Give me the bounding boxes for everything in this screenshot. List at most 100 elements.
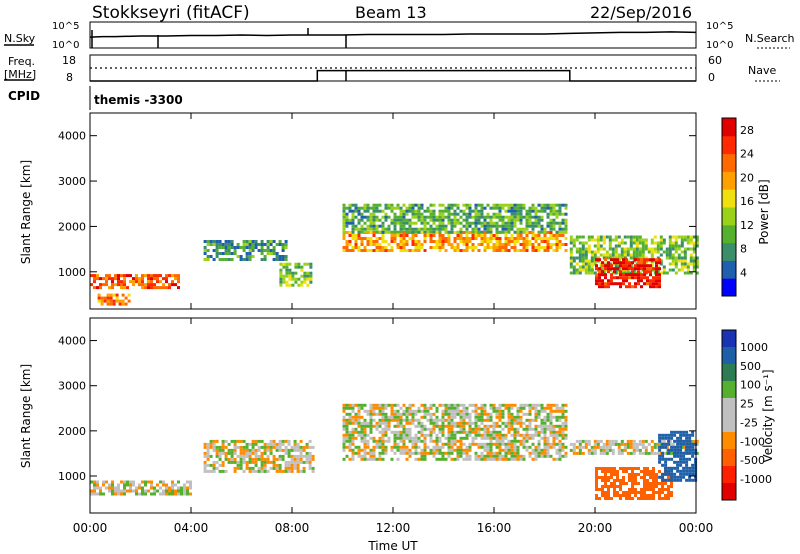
power-cells-cell [396, 243, 400, 246]
power-cells-cell [168, 286, 171, 290]
power-cells-cell [637, 264, 640, 268]
vel-cells-cell [522, 421, 526, 425]
power-cells-cell [608, 235, 612, 239]
vel-cells-cell [414, 451, 418, 455]
vel-cells-cell [575, 445, 579, 449]
vel-cells-cell [408, 430, 412, 434]
vel-cells-cell [233, 466, 237, 470]
vel-cells-cell [643, 467, 646, 470]
power-cells-cell [453, 221, 457, 225]
power-cells-cell [674, 256, 678, 260]
vel-cells-cell [141, 486, 144, 490]
power-cells-cell [522, 203, 526, 207]
power-cells-cell [426, 221, 430, 225]
power-cells-cell [423, 221, 427, 225]
vel-cells-cell [673, 430, 677, 434]
power-cells-cell [555, 234, 559, 237]
vel-cells-cell [676, 469, 680, 473]
power-cells-cell [245, 252, 249, 255]
vel-cells-cell [411, 403, 415, 407]
power-cells-cell [655, 264, 658, 268]
vel-cells-cell [405, 409, 409, 413]
vel-cells-cell [357, 448, 361, 452]
power-cells-cell [408, 209, 412, 213]
vel-cells-cell [123, 480, 126, 484]
power-cells-cell [598, 267, 601, 271]
vel-cells-cell [384, 415, 388, 419]
power-cells-cell [602, 238, 606, 242]
vel-cells-cell [411, 418, 415, 422]
power-cells-cell [689, 256, 693, 260]
power-cells-cell [513, 224, 517, 228]
vel-cells-cell [447, 418, 451, 422]
vel-cells-cell [351, 415, 355, 419]
vel-cells-cell [605, 448, 609, 452]
power-cells-cell [118, 302, 122, 306]
vel-cells-cell [299, 469, 303, 473]
vel-cells-cell [387, 418, 391, 422]
power-cells-cell [549, 221, 553, 225]
vel-cells-cell [625, 494, 628, 497]
power-cells-cell [635, 238, 639, 242]
power-cells-cell [203, 249, 207, 252]
vel-cells-cell [369, 424, 373, 428]
power-cells-cell [631, 285, 634, 289]
vel-cells-cell [641, 442, 645, 446]
power-cells-cell [375, 243, 379, 246]
vel-cells-cell [453, 403, 457, 407]
vel-cells-cell [595, 485, 598, 488]
power-cells-cell [441, 203, 445, 207]
vel-cells-cell [417, 409, 421, 413]
vel-cells-cell [608, 439, 612, 443]
vel-cells-cell [555, 457, 559, 461]
vel-cells-cell [510, 433, 514, 437]
vel-cells-cell [438, 403, 442, 407]
vel-cells-cell [631, 470, 634, 473]
power-cells-cell [230, 240, 234, 243]
vel-cells-cell [263, 463, 267, 467]
vel-cells-cell [664, 466, 668, 470]
vel-cells-cell [604, 494, 607, 497]
vel-cells-cell [619, 467, 622, 470]
power-cells-cell [447, 218, 451, 222]
vel-cells-cell [637, 482, 640, 485]
power-cells-cell [531, 237, 535, 240]
vel-cells-cell [396, 457, 400, 461]
vel-cells-cell [281, 442, 285, 446]
vel-cells-cell [691, 466, 695, 470]
vel-cells-cell [513, 448, 517, 452]
power-cells-cell [480, 203, 484, 207]
power-cells-cell [441, 212, 445, 216]
power-colorbar-tick: 12 [740, 219, 754, 232]
vel-cells-cell [408, 439, 412, 443]
vel-cells-cell [474, 409, 478, 413]
vel-cells-cell [171, 480, 174, 484]
power-cells-cell [537, 215, 541, 219]
vel-cells-cell [495, 415, 499, 419]
power-cells-cell [590, 271, 594, 275]
vel-cells-cell [423, 451, 427, 455]
vel-cells-cell [673, 445, 677, 449]
power-cells-cell [435, 240, 439, 243]
vel-cells-cell [489, 433, 493, 437]
vel-cells-cell [676, 445, 680, 449]
vel-cells-cell [363, 418, 367, 422]
power-cells-cell [531, 206, 535, 210]
power-cells-cell [465, 215, 469, 219]
vel-cells-cell [555, 433, 559, 437]
power-cells-cell [569, 247, 573, 251]
vel-cells-cell [661, 433, 665, 437]
power-cells-cell [561, 218, 565, 222]
vel-cells-cell [525, 445, 529, 449]
power-cells-cell [127, 299, 131, 303]
power-cells-cell [655, 258, 658, 262]
power-cells-cell [441, 237, 445, 240]
vel-cells-cell [480, 427, 484, 431]
vel-cells-cell [153, 489, 156, 493]
vel-cells-cell [558, 439, 562, 443]
power-cells-cell [408, 227, 412, 231]
power-cells-cell [456, 221, 460, 225]
power-cells-cell [387, 203, 391, 207]
vel-cells-cell [105, 486, 108, 490]
